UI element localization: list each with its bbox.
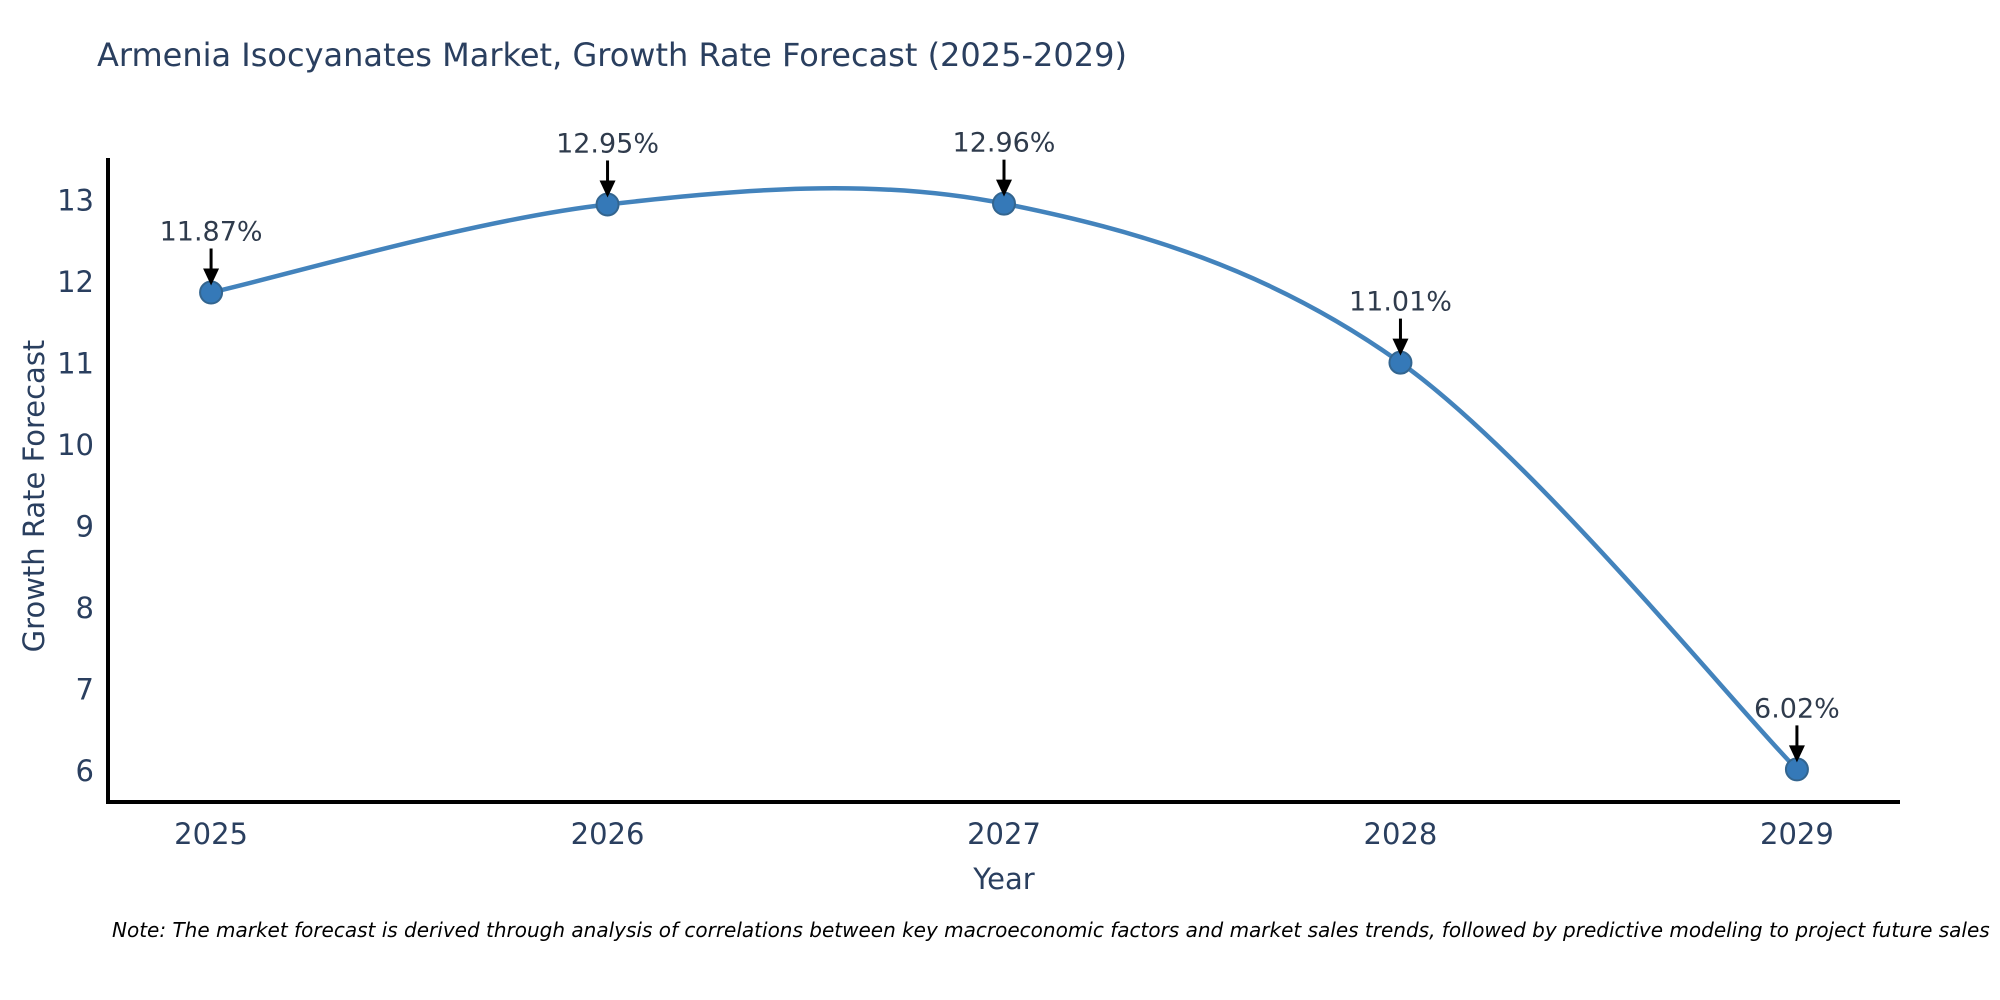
x-tick-label: 2028 xyxy=(1364,817,1438,851)
data-point-label: 6.02% xyxy=(1754,693,1840,724)
y-tick-label: 9 xyxy=(76,509,94,543)
y-tick-label: 10 xyxy=(57,428,94,462)
data-point-label: 11.01% xyxy=(1349,287,1452,318)
y-tick-label: 12 xyxy=(57,265,94,299)
y-tick-label: 7 xyxy=(76,673,94,707)
trend-line xyxy=(208,185,1800,772)
data-point-label: 12.95% xyxy=(556,128,659,159)
annotation-arrowhead-icon xyxy=(1392,338,1409,356)
x-axis-title: Year xyxy=(973,862,1035,896)
y-tick-label: 11 xyxy=(57,346,94,380)
annotation-arrowhead-icon xyxy=(996,179,1012,197)
data-point-label: 11.87% xyxy=(160,217,263,248)
x-tick-label: 2026 xyxy=(571,817,645,851)
y-tick-label: 13 xyxy=(57,183,94,217)
x-tick-label: 2027 xyxy=(967,817,1041,851)
annotation-arrowhead-icon xyxy=(599,180,616,198)
annotation-arrowhead-icon xyxy=(1788,745,1805,763)
footnote: Note: The market forecast is derived thr… xyxy=(112,918,1990,942)
chart-title: Armenia Isocyanates Market, Growth Rate … xyxy=(97,36,1127,74)
x-tick-label: 2029 xyxy=(1760,817,1834,851)
annotation-arrowhead-icon xyxy=(203,268,220,286)
y-tick-label: 8 xyxy=(76,591,94,625)
x-tick-label: 2025 xyxy=(174,817,248,851)
y-tick-label: 6 xyxy=(76,754,94,788)
data-point-label: 12.96% xyxy=(953,128,1056,159)
